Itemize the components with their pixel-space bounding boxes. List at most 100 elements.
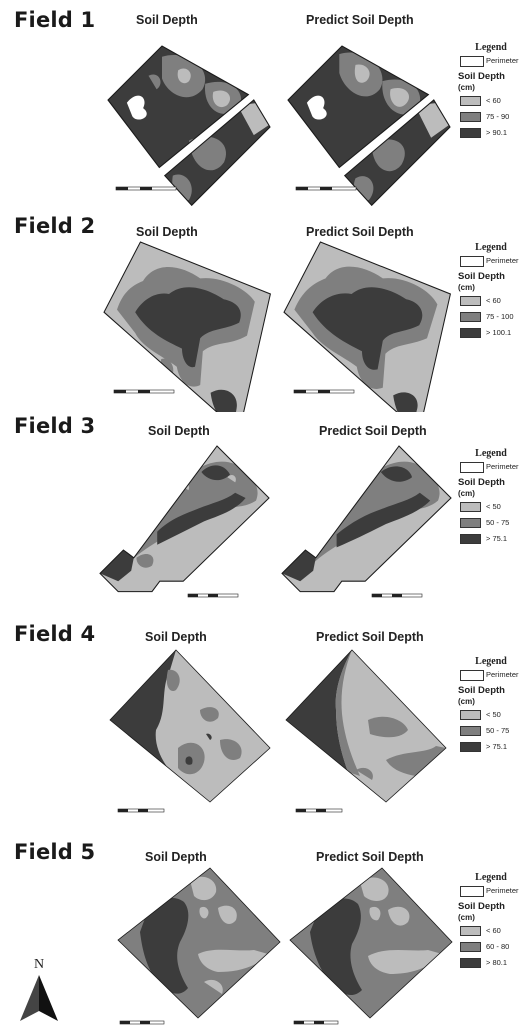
swatch-high bbox=[460, 958, 481, 968]
scale-bar bbox=[295, 186, 357, 191]
predict-soil-depth-map bbox=[281, 445, 452, 593]
legend-class-low: < 60 bbox=[458, 925, 526, 939]
north-label: N bbox=[34, 957, 44, 972]
class-label: > 75.1 bbox=[486, 534, 508, 543]
perimeter-swatch bbox=[460, 670, 484, 681]
swatch-mid bbox=[460, 112, 481, 122]
class-label: < 60 bbox=[486, 926, 501, 935]
class-label: 75 - 90 bbox=[486, 112, 510, 121]
field-title: Field 5 bbox=[14, 840, 96, 864]
legend-title: Legend bbox=[475, 656, 507, 667]
soil-depth-map bbox=[109, 649, 271, 803]
north-arrow-icon: N bbox=[20, 957, 58, 1021]
soil-depth-map bbox=[103, 241, 272, 412]
scale-bar bbox=[187, 593, 239, 598]
class-label: > 90.1 bbox=[486, 128, 508, 137]
scale-bar bbox=[295, 808, 343, 813]
predict-soil-depth-map bbox=[289, 867, 453, 1019]
legend-class-mid: 50 - 75 bbox=[458, 725, 526, 739]
unit-label: (cm) bbox=[458, 283, 475, 292]
map-title-soil-depth: Soil Depth bbox=[145, 630, 207, 644]
legend-class-low: < 60 bbox=[458, 95, 526, 109]
legend-title: Legend bbox=[475, 42, 507, 53]
class-label: 50 - 75 bbox=[486, 518, 510, 527]
field-2-maps bbox=[103, 241, 452, 412]
map-title-predict-soil-depth: Predict Soil Depth bbox=[316, 630, 424, 644]
legend-perimeter: Perimeter bbox=[458, 885, 526, 899]
soil-depth-label: Soil Depth bbox=[458, 477, 505, 488]
swatch-high bbox=[460, 328, 481, 338]
perimeter-label: Perimeter bbox=[486, 886, 519, 895]
perimeter-swatch bbox=[460, 256, 484, 267]
legend-class-high: > 90.1 bbox=[458, 127, 526, 141]
perimeter-label: Perimeter bbox=[486, 462, 519, 471]
legend-class-low: < 50 bbox=[458, 709, 526, 723]
map-title-predict-soil-depth: Predict Soil Depth bbox=[319, 424, 427, 438]
legend-perimeter: Perimeter bbox=[458, 669, 526, 683]
legend-title: Legend bbox=[475, 872, 507, 883]
map-title-soil-depth: Soil Depth bbox=[148, 424, 210, 438]
scale-bar bbox=[113, 389, 175, 394]
predict-soil-depth-map bbox=[287, 45, 451, 206]
field-title: Field 3 bbox=[14, 414, 96, 438]
perimeter-label: Perimeter bbox=[486, 56, 519, 65]
scale-bar bbox=[293, 1020, 339, 1025]
class-label: > 100.1 bbox=[486, 328, 512, 337]
legend-perimeter: Perimeter bbox=[458, 255, 526, 269]
legend-class-high: > 75.1 bbox=[458, 741, 526, 755]
soil-depth-map bbox=[117, 867, 281, 1019]
soil-depth-label: Soil Depth bbox=[458, 901, 505, 912]
legend-class-high: > 80.1 bbox=[458, 957, 526, 971]
scale-bar bbox=[115, 186, 177, 191]
perimeter-label: Perimeter bbox=[486, 670, 519, 679]
swatch-low bbox=[460, 710, 481, 720]
scale-bar bbox=[371, 593, 423, 598]
legend-class-mid: 50 - 75 bbox=[458, 517, 526, 531]
map-title-soil-depth: Soil Depth bbox=[136, 13, 198, 27]
field-panel-1: Field 1 Soil Depth Predict Soil Depth bbox=[0, 6, 527, 211]
field-panel-5: Field 5 Soil Depth Predict Soil Depth bbox=[0, 838, 527, 1025]
swatch-low bbox=[460, 502, 481, 512]
field-3-maps bbox=[99, 445, 452, 598]
class-label: > 75.1 bbox=[486, 742, 508, 751]
field-4-maps bbox=[109, 649, 447, 813]
swatch-high bbox=[460, 742, 481, 752]
map-title-predict-soil-depth: Predict Soil Depth bbox=[306, 225, 414, 239]
unit-label: (cm) bbox=[458, 83, 475, 92]
soil-depth-map bbox=[107, 45, 271, 206]
legend-perimeter: Perimeter bbox=[458, 55, 526, 69]
field-panel-3: Field 3 Soil Depth Predict Soil Depth bbox=[0, 412, 527, 617]
legend-title: Legend bbox=[475, 242, 507, 253]
legend: Legend Perimeter Soil Depth (cm) < 60 75… bbox=[458, 42, 526, 141]
field-panel-4: Field 4 Soil Depth Predict Soil Depth bbox=[0, 620, 527, 825]
unit-label: (cm) bbox=[458, 913, 475, 922]
soil-depth-label: Soil Depth bbox=[458, 71, 505, 82]
swatch-mid bbox=[460, 942, 481, 952]
swatch-low bbox=[460, 296, 481, 306]
swatch-high bbox=[460, 128, 481, 138]
class-label: < 50 bbox=[486, 502, 501, 511]
perimeter-swatch bbox=[460, 56, 484, 67]
field-panel-2: Field 2 Soil Depth Predict Soil Depth bbox=[0, 212, 527, 417]
class-label: 75 - 100 bbox=[486, 312, 514, 321]
legend-class-mid: 60 - 80 bbox=[458, 941, 526, 955]
swatch-mid bbox=[460, 726, 481, 736]
field-title: Field 2 bbox=[14, 214, 96, 238]
class-label: < 50 bbox=[486, 710, 501, 719]
scale-bar bbox=[293, 389, 355, 394]
swatch-high bbox=[460, 534, 481, 544]
legend-class-mid: 75 - 90 bbox=[458, 111, 526, 125]
perimeter-label: Perimeter bbox=[486, 256, 519, 265]
legend: Legend Perimeter Soil Depth (cm) < 60 60… bbox=[458, 872, 526, 971]
predict-soil-depth-map bbox=[285, 649, 447, 803]
class-label: > 80.1 bbox=[486, 958, 508, 967]
legend: Legend Perimeter Soil Depth (cm) < 50 50… bbox=[458, 656, 526, 755]
legend-class-low: < 60 bbox=[458, 295, 526, 309]
perimeter-swatch bbox=[460, 886, 484, 897]
class-label: 50 - 75 bbox=[486, 726, 510, 735]
legend-perimeter: Perimeter bbox=[458, 461, 526, 475]
class-label: 60 - 80 bbox=[486, 942, 510, 951]
soil-depth-map bbox=[99, 445, 270, 593]
class-label: < 60 bbox=[486, 96, 501, 105]
legend-title: Legend bbox=[475, 448, 507, 459]
